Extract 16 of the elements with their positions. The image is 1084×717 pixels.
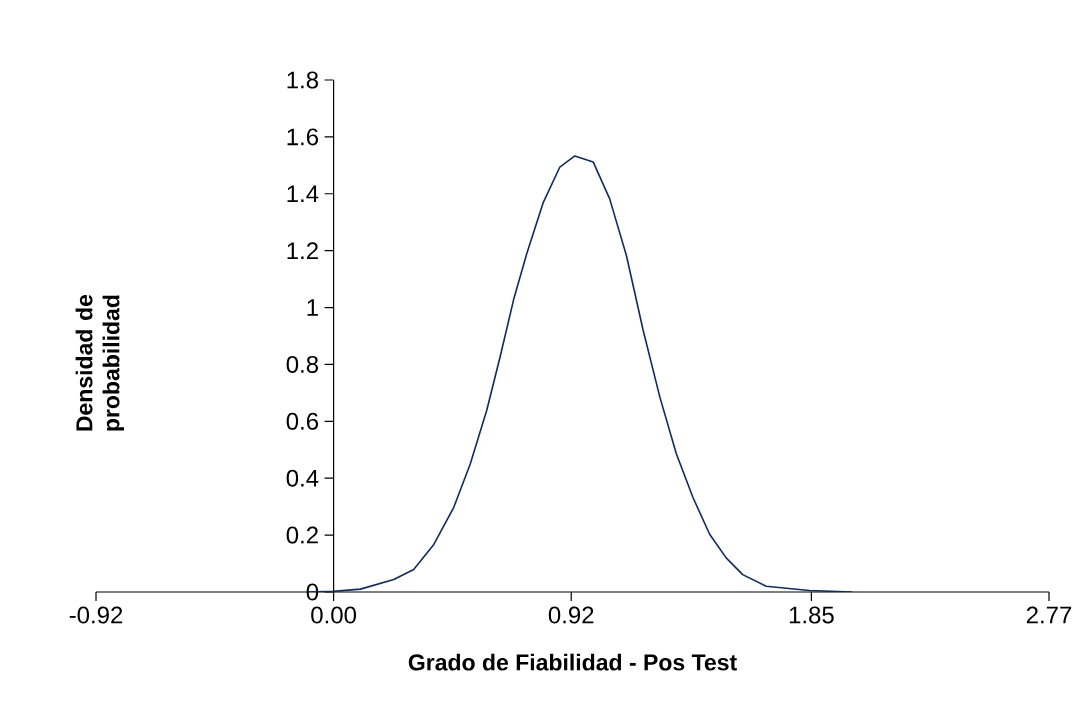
y-tick-label: 1.4	[287, 185, 319, 203]
x-tick-label: 0.92	[548, 606, 594, 624]
x-tick-label: 0.00	[311, 606, 357, 624]
x-tick-label: -0.92	[69, 606, 123, 624]
y-tick-label: 1.2	[287, 242, 318, 260]
y-tick-label: 0.6	[286, 412, 319, 430]
x-axis-title: Grado de Fiabilidad - Pos Test	[408, 653, 737, 671]
y-tick-label: 1	[307, 299, 318, 316]
y-axis-title: Densidad de probabilidad	[75, 294, 125, 431]
y-tick-label: 0.2	[286, 526, 318, 544]
y-tick-label: 0.4	[286, 469, 319, 487]
x-tick-label: 1.85	[789, 606, 834, 624]
y-tick-label: 1.6	[287, 128, 319, 146]
y-tick-label: 0.8	[286, 355, 319, 373]
x-tick-label: 2.77	[1026, 606, 1072, 624]
y-tick-label: 1.8	[287, 71, 319, 89]
